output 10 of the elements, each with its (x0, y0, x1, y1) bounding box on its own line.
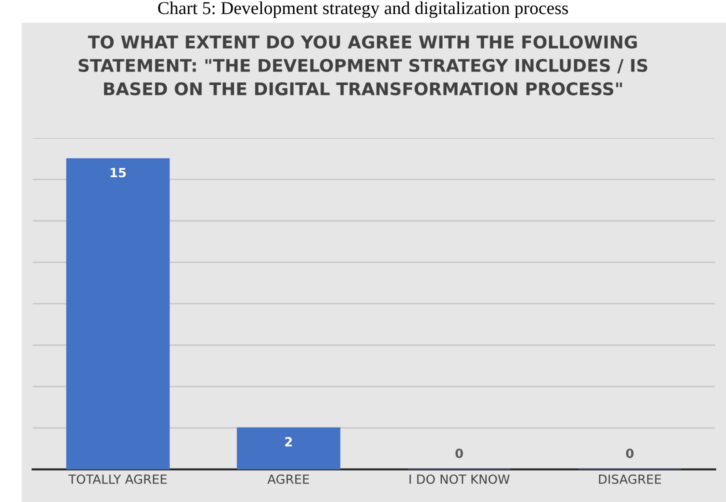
chart-title: TO WHAT EXTENT DO YOU AGREE WITH THE FOLLOWING STATEMENT: "THE DEVELOPMENT STRATEGY INCLUDES / IS BASED ON THE DIGITAL TRANSFORMATION PROCESS" (78, 35, 648, 96)
data-label: 15 (110, 168, 126, 178)
x-tick-label: TOTALLY AGREE (68, 474, 167, 484)
x-tick-label: I DO NOT KNOW (410, 474, 510, 484)
data-label: 0 (455, 448, 463, 458)
caption: Chart 5: Development strategy and digitalization process (158, 2, 568, 18)
x-tick-label: DISAGREE (599, 474, 661, 484)
x-tick-label: AGREE (267, 474, 310, 484)
data-label: 0 (626, 448, 634, 458)
data-label: 2 (285, 437, 292, 446)
